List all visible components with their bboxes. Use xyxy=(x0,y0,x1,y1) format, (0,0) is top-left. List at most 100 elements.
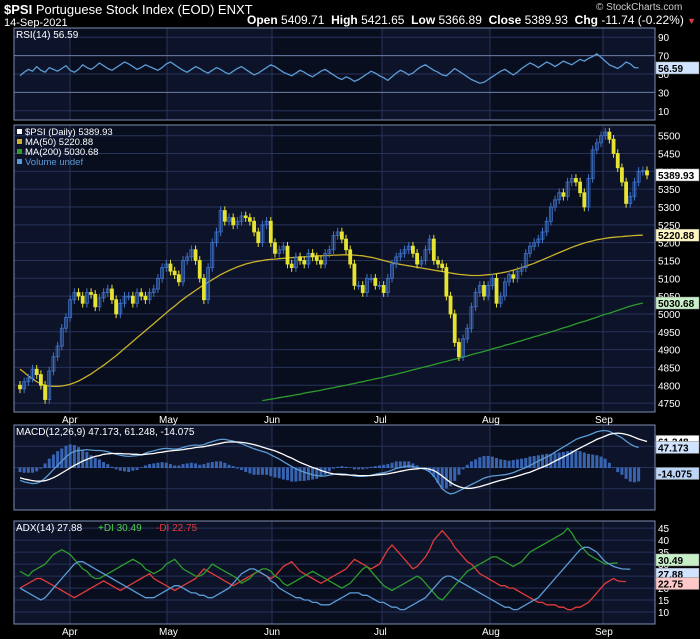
month-label: Apr xyxy=(62,627,78,638)
macd-histogram-bar xyxy=(499,459,503,468)
candle-body xyxy=(402,249,407,254)
candle-body xyxy=(590,149,595,179)
macd-histogram-bar xyxy=(302,467,306,481)
macd-histogram-bar xyxy=(143,465,147,468)
price-legend-item: MA(50) 5220.88 xyxy=(25,137,93,148)
macd-histogram-bar xyxy=(277,467,281,479)
ohlc-summary: Open 5409.71 High 5421.65 Low 5366.89 Cl… xyxy=(247,13,696,27)
macd-histogram-bar xyxy=(398,461,402,468)
plus-di-legend: +DI 30.49 xyxy=(98,523,142,534)
macd-histogram-bar xyxy=(118,467,122,471)
macd-histogram-bar xyxy=(35,467,39,472)
candle-body xyxy=(486,285,491,297)
candle-body xyxy=(636,170,641,183)
candle-body xyxy=(532,242,537,247)
macd-histogram-bar xyxy=(415,465,419,468)
month-band xyxy=(603,521,655,624)
ma50-line xyxy=(19,234,643,387)
candle-body xyxy=(110,288,114,301)
macd-histogram-bar xyxy=(93,457,97,468)
macd-histogram-bar xyxy=(168,464,172,468)
rsi-last-tag-box xyxy=(655,61,700,75)
candle-body xyxy=(84,292,89,304)
candle-body xyxy=(101,292,106,299)
candle-body xyxy=(264,220,269,226)
macd-histogram-bar xyxy=(332,467,335,469)
candle-body xyxy=(193,249,198,261)
candle-body xyxy=(561,192,566,197)
candle-body xyxy=(344,238,348,251)
candle-body xyxy=(365,277,369,293)
ma200-line xyxy=(262,302,643,402)
macd-histogram-bar xyxy=(127,467,131,473)
macd-histogram-bar xyxy=(298,467,302,481)
candle-body xyxy=(289,263,294,269)
candle-body xyxy=(611,138,616,154)
candle-body xyxy=(594,142,599,151)
y-tick-label: 4850 xyxy=(658,363,681,374)
candle-body xyxy=(185,256,190,261)
macd-histogram-bar xyxy=(532,455,536,468)
macd-histogram-bar xyxy=(490,456,494,468)
macd-histogram-bar xyxy=(461,467,465,470)
candle-body xyxy=(528,245,532,254)
y-tick-label: 40 xyxy=(658,536,670,547)
macd-histogram-bar xyxy=(377,465,381,468)
candle-body xyxy=(511,274,516,279)
chart-title: $PSI Portuguese Stock Index (EOD) ENXT xyxy=(4,2,253,17)
candle-body xyxy=(565,181,570,197)
month-label: Jul xyxy=(374,627,387,638)
macd-histogram-bar xyxy=(599,456,603,468)
macd-histogram-bar xyxy=(214,461,218,468)
macd-histogram-bar xyxy=(31,467,35,473)
exchange-name: ENXT xyxy=(217,2,253,17)
candle-body xyxy=(461,338,465,358)
ma200-tag: 5030.68 xyxy=(658,299,695,310)
candle-body xyxy=(444,267,449,297)
macd-histogram-bar xyxy=(403,461,407,468)
candle-body xyxy=(640,170,645,173)
macd-histogram-bar xyxy=(231,466,235,468)
month-band xyxy=(382,125,490,412)
candle-body xyxy=(72,292,77,301)
candle-body xyxy=(377,285,382,287)
month-label: Apr xyxy=(62,415,78,426)
minus-di-tag-box xyxy=(655,577,700,590)
candle-body xyxy=(319,260,323,265)
candle-body xyxy=(419,260,424,265)
y-tick-label: 5450 xyxy=(658,150,681,161)
down-arrow-icon: ▼ xyxy=(687,16,697,26)
legend-swatch xyxy=(17,129,22,134)
candle-body xyxy=(51,356,56,372)
candle-body xyxy=(574,178,578,183)
candle-body xyxy=(189,249,194,258)
candle-body xyxy=(156,277,160,290)
candle-body xyxy=(423,249,428,261)
candle-body xyxy=(126,295,131,298)
candle-body xyxy=(385,277,390,293)
legend-swatch xyxy=(17,149,22,154)
y-tick-label: 4750 xyxy=(658,399,681,410)
candle-body xyxy=(498,295,503,304)
macd-histogram-bar xyxy=(286,467,290,481)
candle-body xyxy=(147,292,152,301)
candle-body xyxy=(544,220,549,233)
candle-body xyxy=(256,231,261,244)
macd-histogram-bar xyxy=(164,462,168,468)
macd-histogram-bar xyxy=(114,467,118,470)
macd-histogram-bar xyxy=(591,454,595,468)
macd-histogram-bar xyxy=(549,453,553,468)
open-label: Open xyxy=(247,13,278,27)
macd-histogram-bar xyxy=(440,467,444,489)
candle-body xyxy=(172,270,177,276)
y-tick-label: 15 xyxy=(658,596,670,607)
macd-hist-tag-box xyxy=(655,467,700,480)
month-label: May xyxy=(159,627,178,638)
macd-histogram-bar xyxy=(260,467,264,475)
macd-histogram-bar xyxy=(436,467,440,483)
candle-body xyxy=(507,274,511,283)
candle-body xyxy=(231,217,236,226)
candle-body xyxy=(356,285,361,287)
macd-histogram-bar xyxy=(102,462,106,468)
